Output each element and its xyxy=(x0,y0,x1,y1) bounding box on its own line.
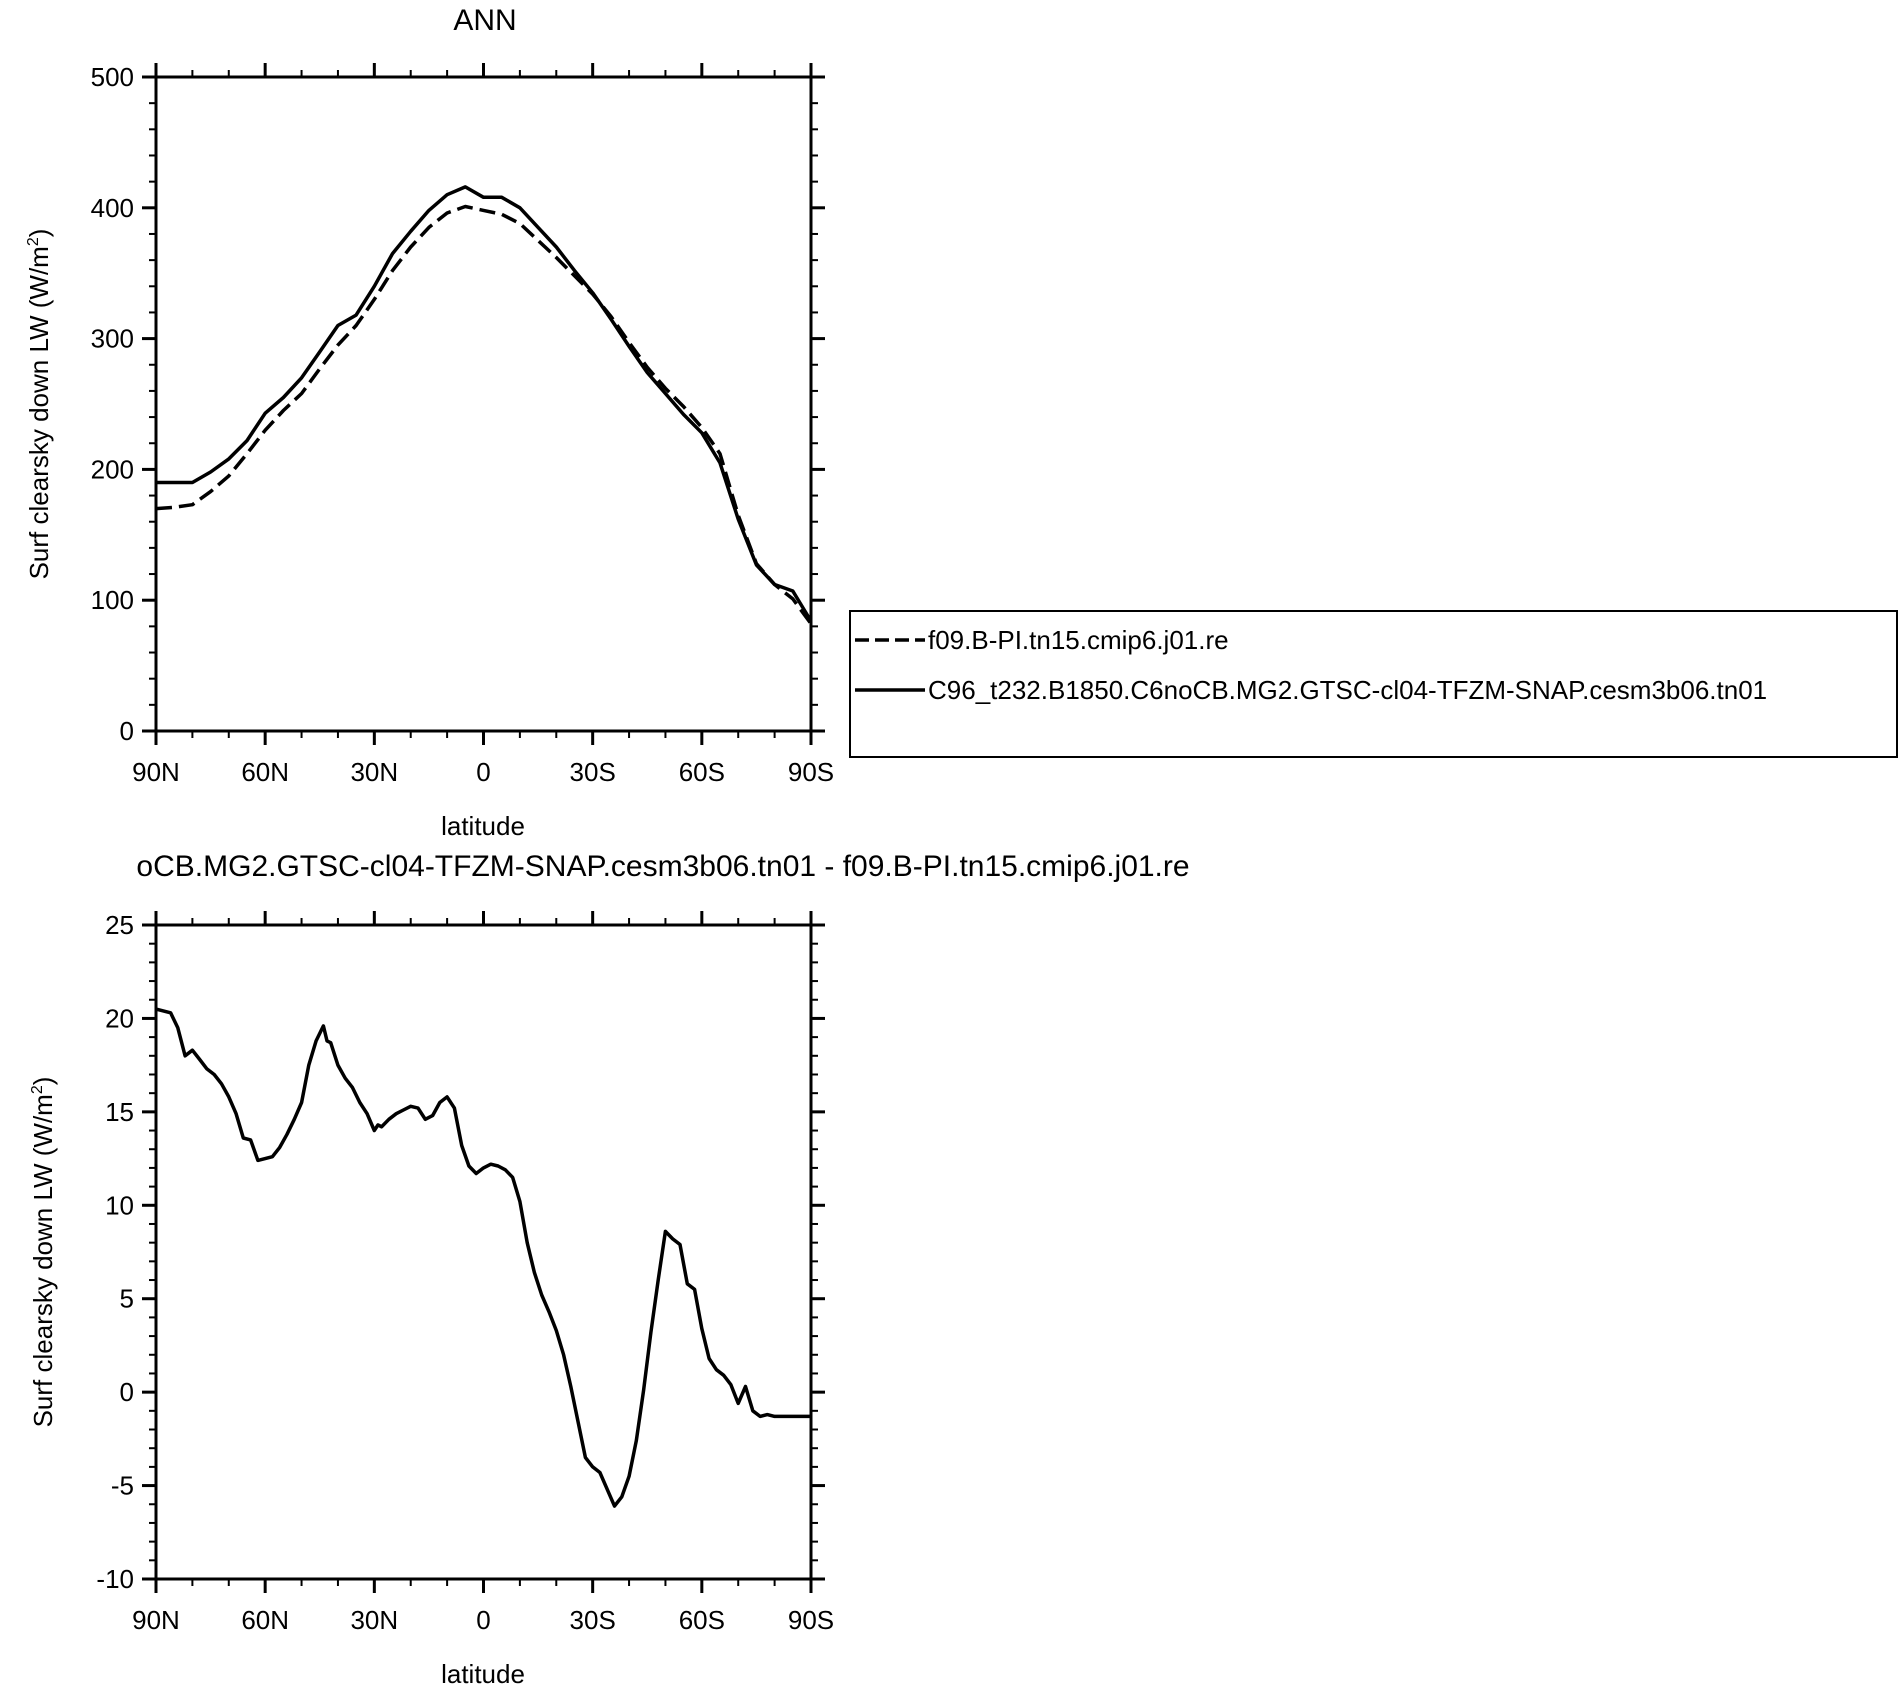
top-x-tick-labels: 90N 60N 30N 0 30S 60S 90S xyxy=(132,757,834,787)
top-x-tick-label: 90N xyxy=(132,757,180,787)
bottom-y-tick-label: -10 xyxy=(96,1564,134,1594)
top-y-axis-label: Surf clearsky down LW (W/m2) xyxy=(24,229,54,580)
bottom-y-axis-label: Surf clearsky down LW (W/m2) xyxy=(28,1077,58,1428)
top-series-line-1 xyxy=(156,185,813,623)
bottom-y-tick-label: 0 xyxy=(120,1377,134,1407)
bottom-y-tick-labels: -10 -5 0 5 10 15 20 25 xyxy=(96,910,134,1594)
bottom-y-tick-label: 10 xyxy=(105,1190,134,1220)
top-y-tick-labels: 0 100 200 300 400 500 xyxy=(91,62,134,746)
bottom-title: oCB.MG2.GTSC-cl04-TFZM-SNAP.cesm3b06.tn0… xyxy=(136,850,1189,883)
bottom-y-tick-label: 15 xyxy=(105,1097,134,1127)
bottom-x-tick-label: 60N xyxy=(241,1605,289,1635)
top-x-axis-label: latitude xyxy=(441,811,525,841)
bottom-x-tick-label: 30S xyxy=(570,1605,616,1635)
legend: f09.B-PI.tn15.cmip6.j01.re C96_t232.B185… xyxy=(849,610,1898,758)
legend-box xyxy=(849,610,1898,758)
bottom-x-axis-label: latitude xyxy=(441,1659,525,1687)
bottom-x-tick-label: 90N xyxy=(132,1605,180,1635)
top-y-tick-label: 200 xyxy=(91,454,134,484)
bottom-series xyxy=(155,1007,811,1508)
top-series xyxy=(155,185,813,625)
bottom-x-tick-label: 90S xyxy=(788,1605,834,1635)
legend-label-c96: C96_t232.B1850.C6noCB.MG2.GTSC-cl04-TFZM… xyxy=(928,675,1767,705)
top-x-tick-label: 60N xyxy=(241,757,289,787)
bottom-y-tick-label: 5 xyxy=(120,1284,134,1314)
top-y-tick-label: 500 xyxy=(91,62,134,92)
bottom-y-tick-label: 25 xyxy=(105,910,134,940)
bottom-x-tick-label: 60S xyxy=(679,1605,725,1635)
top-y-tick-label: 100 xyxy=(91,585,134,615)
top-x-tick-label: 90S xyxy=(788,757,834,787)
top-series-line-0 xyxy=(155,204,813,625)
top-y-tick-label: 0 xyxy=(120,716,134,746)
top-ticks xyxy=(142,63,825,745)
top-x-tick-label: 60S xyxy=(679,757,725,787)
top-plot-frame xyxy=(154,75,813,733)
top-x-tick-label: 30N xyxy=(350,757,398,787)
top-y-tick-label: 300 xyxy=(91,324,134,354)
bottom-x-tick-label: 30N xyxy=(350,1605,398,1635)
top-y-tick-label: 400 xyxy=(91,193,134,223)
top-panel: ANN 0 100 200 300 400 500 90N 60N 30N 0 30S 60S 90S… xyxy=(24,4,834,841)
top-x-tick-label: 0 xyxy=(476,757,490,787)
bottom-plot-frame xyxy=(154,923,813,1581)
bottom-panel: oCB.MG2.GTSC-cl04-TFZM-SNAP.cesm3b06.tn0… xyxy=(28,850,1190,1687)
legend-label-f09: f09.B-PI.tn15.cmip6.j01.re xyxy=(928,625,1229,655)
bottom-y-tick-label: -5 xyxy=(111,1471,134,1501)
bottom-ticks xyxy=(142,911,825,1593)
bottom-series-line-0 xyxy=(155,1007,811,1508)
top-x-tick-label: 30S xyxy=(570,757,616,787)
bottom-x-tick-label: 0 xyxy=(476,1605,490,1635)
bottom-x-tick-labels: 90N 60N 30N 0 30S 60S 90S xyxy=(132,1605,834,1635)
top-title: ANN xyxy=(453,4,516,37)
bottom-y-tick-label: 20 xyxy=(105,1003,134,1033)
